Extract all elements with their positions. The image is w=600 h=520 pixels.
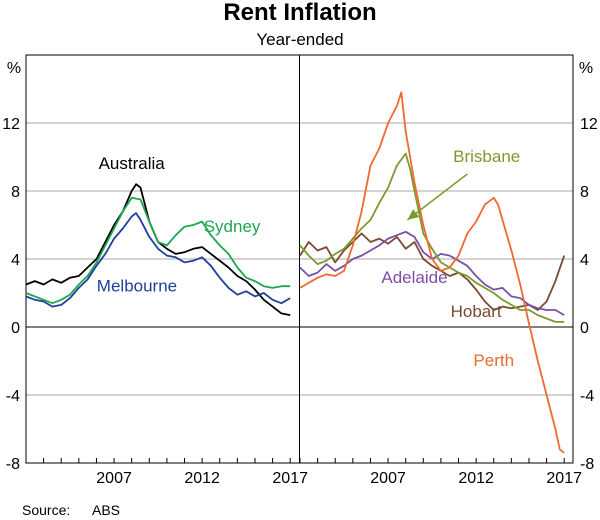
y-tick-label-right: 0 xyxy=(580,320,589,337)
series-label-adelaide: Adelaide xyxy=(381,268,447,287)
y-tick-label-left: 12 xyxy=(2,116,20,133)
y-tick-label-right: -8 xyxy=(580,456,594,473)
y-tick-label-left: 0 xyxy=(11,320,20,337)
x-tick-label: 2017 xyxy=(546,470,582,487)
chart-title: Rent Inflation xyxy=(223,0,376,26)
series-label-hobart: Hobart xyxy=(451,302,502,321)
y-tick-label-right: 12 xyxy=(580,116,598,133)
x-tick-label: 2017 xyxy=(272,470,308,487)
series-line-brisbane xyxy=(299,152,565,323)
source-value: ABS xyxy=(92,502,120,518)
x-tick-label: 2007 xyxy=(370,470,406,487)
y-tick-label-left: -4 xyxy=(6,388,20,405)
series-label-sydney: Sydney xyxy=(204,217,261,236)
left-axis-unit: % xyxy=(7,60,21,77)
series-label-brisbane: Brisbane xyxy=(453,147,520,166)
x-tick-label: 2007 xyxy=(96,470,132,487)
y-tick-label-left: 4 xyxy=(11,252,20,269)
source-label: Source: xyxy=(22,502,70,518)
plot-area: -8 -8 -4 -4 0 0 4 4 8 8 12 12 2007 2012 2017 2007 2012 20… xyxy=(2,54,598,487)
right-axis-unit: % xyxy=(579,60,593,77)
series-line-perth xyxy=(299,91,565,454)
y-tick-label-right: 4 xyxy=(580,252,589,269)
series-line-melbourne xyxy=(25,212,291,308)
y-tick-label-right: -4 xyxy=(580,388,594,405)
series-line-hobart xyxy=(299,232,566,311)
x-tick-label: 2012 xyxy=(184,470,220,487)
y-tick-label-right: 8 xyxy=(580,184,589,201)
y-tick-label-left: -8 xyxy=(6,456,20,473)
chart-subtitle: Year-ended xyxy=(256,30,343,49)
annotation-arrow-line xyxy=(406,173,468,221)
annotation-arrow-head xyxy=(407,209,420,220)
y-tick-label-left: 8 xyxy=(11,184,20,201)
series-label-melbourne: Melbourne xyxy=(97,276,177,295)
series-label-australia: Australia xyxy=(99,154,166,173)
x-tick-label: 2012 xyxy=(458,470,494,487)
series-line-sydney xyxy=(25,196,291,305)
series-label-perth: Perth xyxy=(473,351,514,370)
